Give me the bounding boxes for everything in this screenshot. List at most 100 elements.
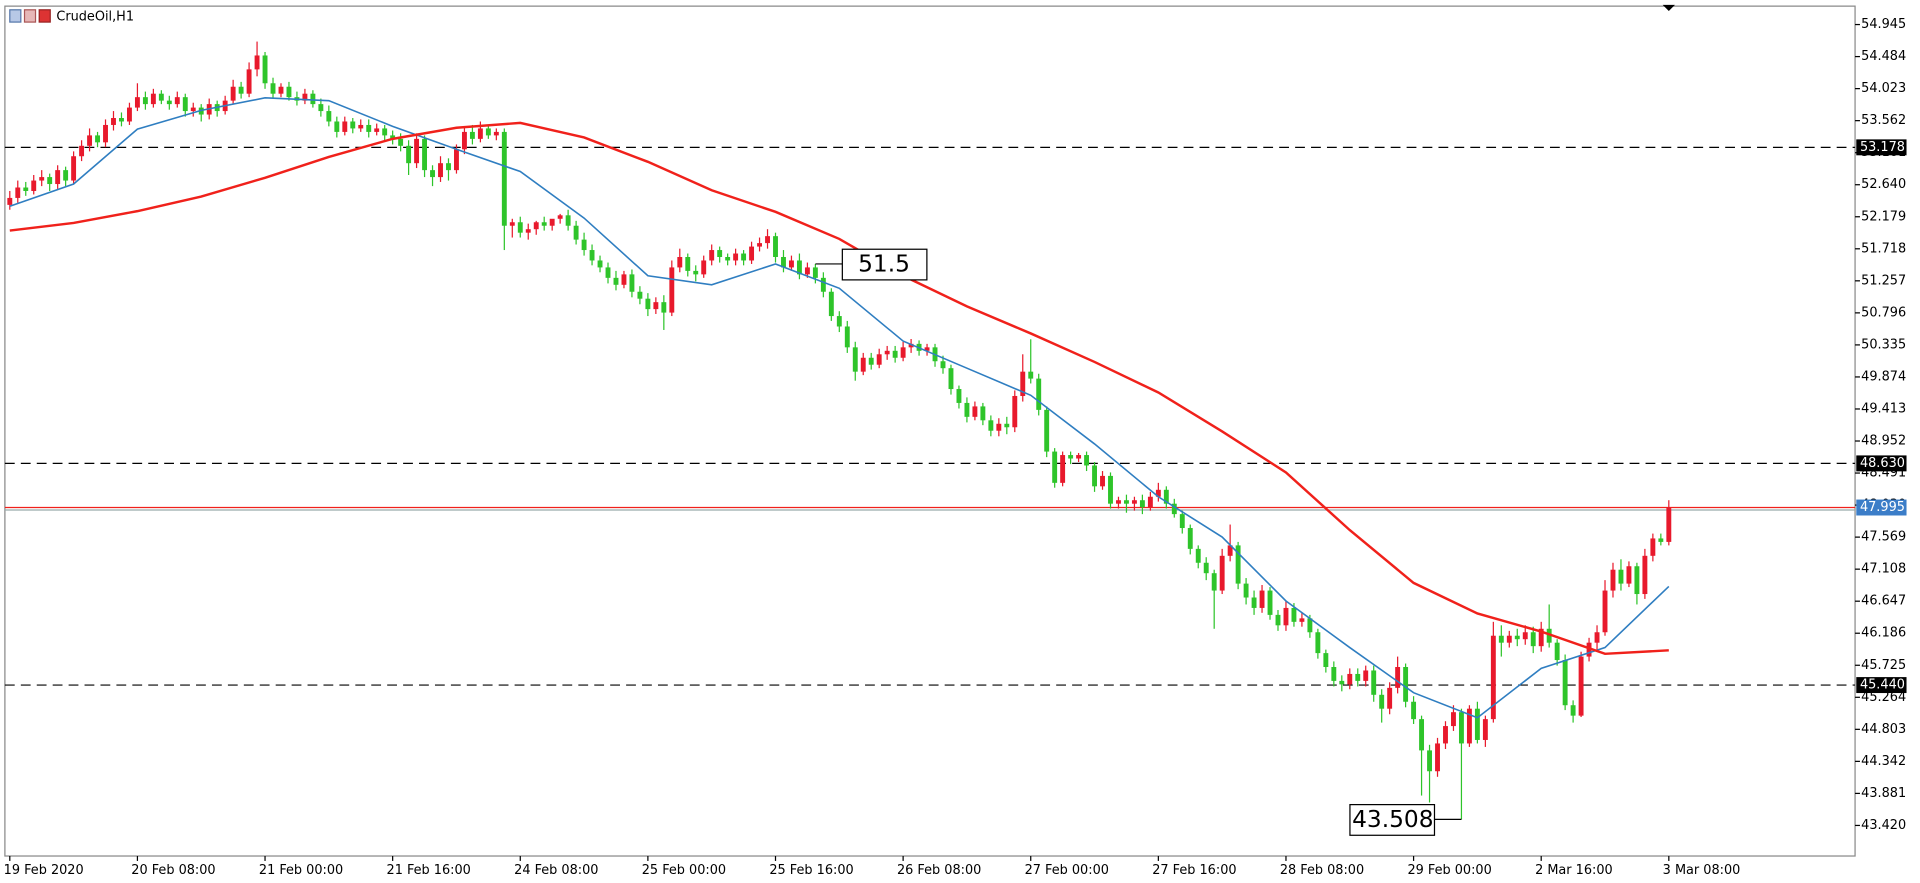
candle-body	[1060, 455, 1066, 483]
candle-body	[1482, 719, 1488, 740]
candle-body	[406, 145, 412, 164]
candle-body	[31, 180, 37, 191]
price-label-box	[1856, 139, 1907, 156]
candle-body	[725, 256, 731, 261]
candle-body	[653, 302, 659, 310]
candle-body	[1044, 409, 1050, 452]
y-tick-label: 53.562	[1861, 113, 1906, 128]
candle-body	[621, 274, 627, 285]
candle-body	[47, 177, 53, 185]
price-label: 53.178	[1860, 140, 1905, 155]
candle-body	[804, 267, 810, 275]
candle-body	[1020, 371, 1026, 396]
chart-title: CrudeOil,H1	[56, 10, 134, 25]
candle-body	[509, 222, 515, 226]
candle-body	[1474, 708, 1480, 740]
candle-body	[900, 347, 906, 358]
candle-body	[892, 350, 898, 358]
y-tick-label: 49.874	[1861, 369, 1906, 384]
candle-body	[318, 104, 324, 112]
candle-body	[589, 250, 595, 261]
candle-body	[1235, 545, 1241, 584]
candle-body	[1299, 618, 1305, 622]
candle-body	[757, 243, 763, 247]
candle-body	[1028, 371, 1034, 379]
candle-body	[1163, 489, 1169, 504]
candle-body	[1315, 632, 1321, 654]
candle-body	[693, 270, 699, 275]
callout-label: 51.5	[858, 251, 910, 278]
candle-body	[15, 187, 21, 198]
candle-body	[310, 93, 316, 105]
candle-body	[868, 357, 874, 365]
candle-body	[980, 406, 986, 421]
x-tick-label: 24 Feb 08:00	[514, 863, 598, 878]
candle-body	[1155, 489, 1161, 497]
candle-body	[1458, 712, 1464, 744]
candle-body	[557, 215, 563, 219]
candle-body	[733, 253, 739, 261]
last-price-box	[1856, 499, 1907, 516]
y-tick-label: 45.725	[1861, 658, 1906, 673]
candle-body	[773, 236, 778, 257]
candle-body	[350, 121, 356, 129]
candle-body	[860, 357, 866, 372]
candle-body	[414, 138, 420, 164]
candle-body	[1108, 475, 1113, 504]
candle-body	[972, 406, 978, 417]
candle-body	[1179, 514, 1185, 529]
candle-body	[605, 267, 611, 278]
candle-body	[1347, 673, 1353, 685]
x-tick-label: 21 Feb 00:00	[259, 863, 343, 878]
candle-body	[95, 135, 100, 143]
last-price-label: 47.995	[1860, 500, 1905, 515]
candle-body	[1634, 566, 1640, 595]
candle-body	[1275, 614, 1281, 626]
candle-body	[1554, 642, 1560, 661]
x-tick-label: 25 Feb 00:00	[642, 863, 726, 878]
candle-body	[1379, 694, 1385, 709]
candle-body	[238, 86, 244, 94]
candle-body	[852, 347, 858, 372]
candle-body	[597, 260, 603, 268]
candle-body	[190, 107, 196, 112]
x-tick-label: 26 Feb 08:00	[897, 863, 981, 878]
candle-body	[964, 402, 970, 417]
shift-marker	[1662, 4, 1675, 12]
candle-body	[820, 277, 826, 292]
candle-body	[374, 128, 380, 132]
y-tick-label: 54.023	[1861, 81, 1906, 96]
candle-body	[844, 326, 850, 348]
candle-body	[828, 291, 834, 317]
candle-body	[701, 260, 707, 275]
candle-body	[1602, 590, 1608, 633]
candle-body	[669, 267, 675, 313]
candle-body	[398, 138, 404, 146]
x-tick-label: 29 Feb 00:00	[1407, 863, 1491, 878]
candle-body	[1339, 680, 1345, 685]
x-tick-label: 27 Feb 16:00	[1152, 863, 1236, 878]
candle-body	[454, 149, 459, 171]
candle-body	[1650, 538, 1656, 556]
plot-frame	[4, 5, 1856, 857]
candle-body	[1355, 673, 1361, 681]
candle-body	[956, 389, 962, 403]
candle-body	[286, 86, 292, 98]
candle-body	[1116, 500, 1121, 504]
candle-body	[661, 302, 667, 313]
candle-body	[884, 350, 890, 355]
candle-body	[358, 124, 364, 129]
y-tick-label: 47.569	[1861, 530, 1906, 545]
candle-body	[565, 215, 571, 226]
candle-body	[645, 298, 651, 310]
candle-body	[1012, 395, 1018, 428]
candle-body	[1139, 500, 1145, 508]
candle-body	[1267, 590, 1273, 615]
candle-body	[1642, 555, 1648, 595]
candle-body	[342, 121, 348, 132]
candle-body	[1052, 451, 1058, 483]
candle-body	[908, 343, 914, 348]
candle-body	[1522, 632, 1528, 640]
x-tick-label: 28 Feb 08:00	[1280, 863, 1364, 878]
